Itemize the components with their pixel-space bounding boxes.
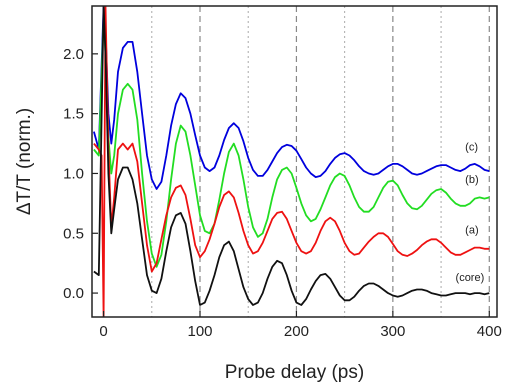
y-axis-label: ΔT/T (norm.) bbox=[14, 108, 35, 215]
y-tick-label: 0.5 bbox=[63, 225, 84, 242]
x-axis-label: Probe delay (ps) bbox=[225, 362, 364, 383]
series-annotation: (c) bbox=[465, 142, 478, 154]
series-line-c bbox=[94, 6, 489, 189]
x-tick-label: 0 bbox=[99, 323, 107, 340]
x-tick-label: 400 bbox=[477, 323, 502, 340]
x-tick-label: 200 bbox=[284, 323, 309, 340]
y-axis: 0.0 0.5 1.0 1.5 2.0 bbox=[63, 46, 98, 302]
series-annotations: (c) (b) (a) (core) bbox=[456, 142, 485, 284]
x-tick-label: 100 bbox=[187, 323, 212, 340]
x-tick-label: 300 bbox=[380, 323, 405, 340]
series-line-a bbox=[94, 6, 489, 317]
series-annotation: (b) bbox=[465, 174, 478, 186]
y-tick-label: 1.5 bbox=[63, 106, 84, 123]
series-line-core bbox=[94, 6, 489, 305]
series-annotation: (core) bbox=[456, 272, 485, 284]
y-tick-label: 1.0 bbox=[63, 165, 84, 182]
plot-series bbox=[94, 6, 489, 317]
y-tick-label: 2.0 bbox=[63, 46, 84, 63]
y-tick-label: 0.0 bbox=[63, 285, 84, 302]
x-axis: 0 100 200 300 400 bbox=[99, 311, 501, 340]
series-annotation: (a) bbox=[465, 224, 478, 236]
